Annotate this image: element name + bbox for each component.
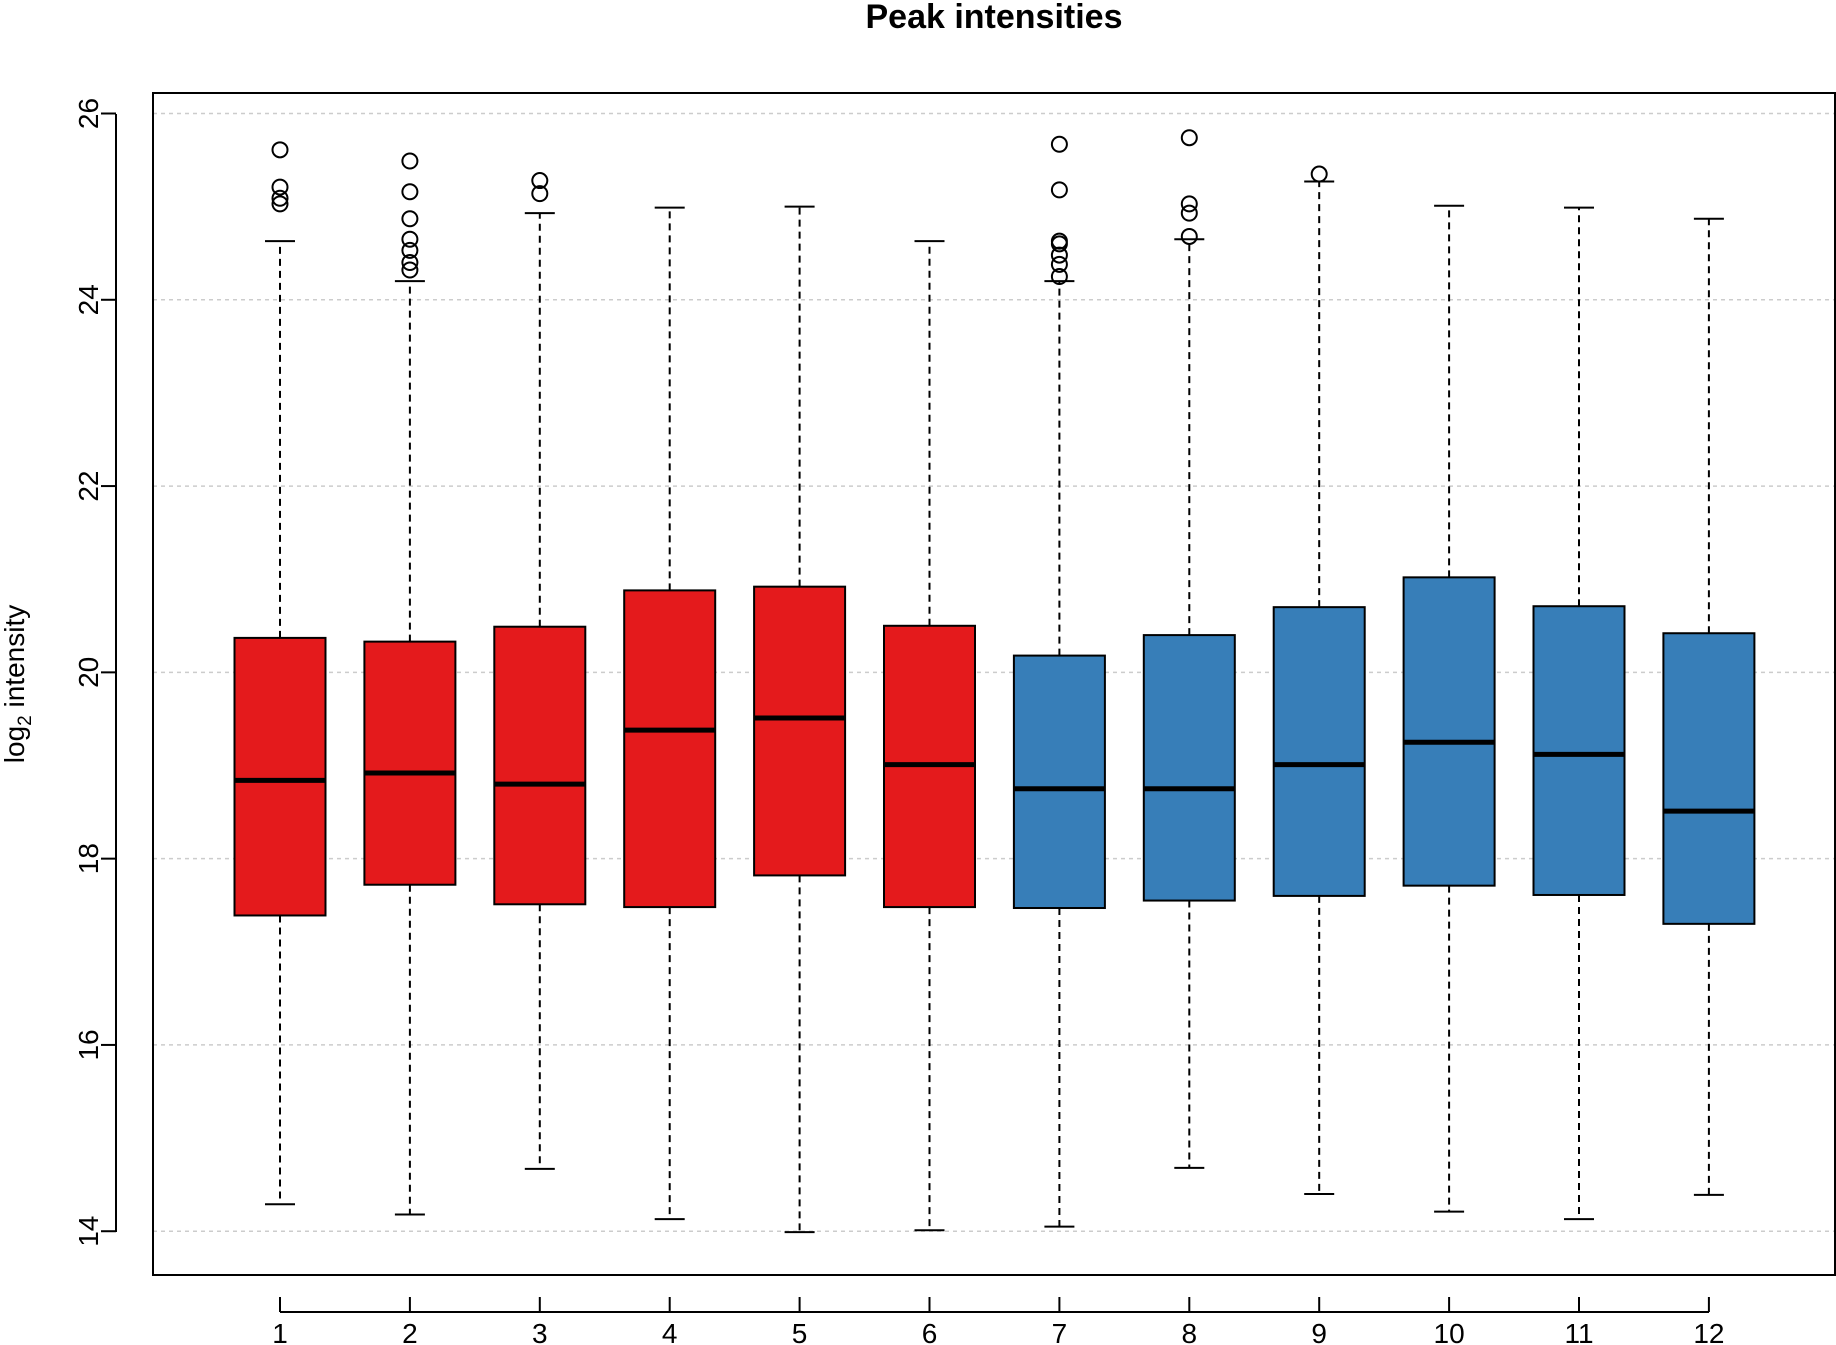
outlier-point [401, 241, 419, 259]
box-iqr [1272, 606, 1366, 897]
box-11 [1532, 206, 1626, 1221]
box-layer [233, 129, 1756, 1234]
box-7 [1012, 135, 1106, 1228]
outlier-point [1310, 165, 1328, 183]
box-8 [1142, 129, 1236, 1169]
box-6 [883, 240, 976, 1232]
box-9 [1272, 165, 1366, 1195]
outlier-point [1180, 129, 1198, 147]
outlier-point [401, 152, 419, 170]
outlier-point [271, 141, 289, 159]
outlier-point [401, 261, 419, 279]
outlier-point [1050, 135, 1068, 153]
box-1 [233, 141, 327, 1206]
outlier-point [1180, 195, 1198, 213]
x-tick-label: 2 [402, 1318, 418, 1345]
x-tick-label: 3 [532, 1318, 548, 1345]
box-iqr [1532, 605, 1626, 896]
y-axis-label: log2 intensity [0, 605, 36, 763]
box-12 [1662, 217, 1756, 1196]
outlier-point [271, 178, 289, 196]
x-tick-label: 12 [1693, 1318, 1724, 1345]
box-iqr [233, 636, 327, 917]
outlier-point [1180, 204, 1198, 222]
y-axis: 14 16 18 20 22 24 26 [73, 98, 117, 1247]
x-tick-label: 5 [792, 1318, 808, 1345]
outlier-point [1050, 246, 1068, 264]
y-tick-label: 26 [73, 98, 104, 129]
box-10 [1402, 204, 1496, 1213]
box-iqr [753, 585, 847, 877]
x-tick-label: 6 [922, 1318, 938, 1345]
box-iqr [363, 640, 457, 886]
box-iqr [493, 625, 587, 906]
outlier-point [1050, 181, 1068, 199]
outlier-point [531, 185, 549, 203]
outlier-point [401, 183, 419, 201]
outlier-point [401, 230, 419, 248]
x-tick-label: 8 [1182, 1318, 1198, 1345]
x-tick-label: 10 [1434, 1318, 1465, 1345]
outlier-point [271, 195, 289, 213]
outlier-point [1050, 267, 1068, 285]
outlier-point [1050, 255, 1068, 273]
box-iqr [623, 589, 717, 909]
outlier-point [401, 254, 419, 272]
outlier-point [1050, 235, 1068, 253]
y-tick-label: 20 [73, 657, 104, 688]
outlier-point [271, 189, 289, 207]
y-axis-label-suffix: intensity [0, 605, 30, 716]
y-tick-label: 24 [73, 284, 104, 315]
x-tick-label: 11 [1564, 1318, 1593, 1345]
x-tick-label: 7 [1052, 1318, 1068, 1345]
y-axis-label-subscript: 2 [15, 715, 36, 726]
box-2 [363, 152, 457, 1216]
box-3 [493, 172, 587, 1170]
box-4 [623, 206, 717, 1221]
x-tick-label: 4 [662, 1318, 678, 1345]
y-tick-label: 14 [73, 1216, 104, 1247]
x-axis: 1 2 3 4 5 6 7 8 9 10 11 12 [272, 1297, 1724, 1345]
box-iqr [1662, 632, 1756, 925]
box-iqr [1402, 576, 1496, 887]
outlier-point [1180, 227, 1198, 245]
y-tick-label: 22 [73, 470, 104, 501]
x-tick-label: 1 [272, 1318, 288, 1345]
outlier-point [401, 210, 419, 228]
y-tick-label: 16 [73, 1029, 104, 1060]
y-axis-label-prefix: log [0, 726, 30, 763]
outlier-point [531, 172, 549, 190]
chart-title: Peak intensities [865, 0, 1122, 36]
box-iqr [1142, 634, 1236, 902]
box-5 [753, 205, 847, 1234]
x-tick-label: 9 [1311, 1318, 1327, 1345]
plot-frame [152, 92, 1836, 1276]
box-iqr [1012, 654, 1106, 910]
y-tick-label: 18 [73, 843, 104, 874]
